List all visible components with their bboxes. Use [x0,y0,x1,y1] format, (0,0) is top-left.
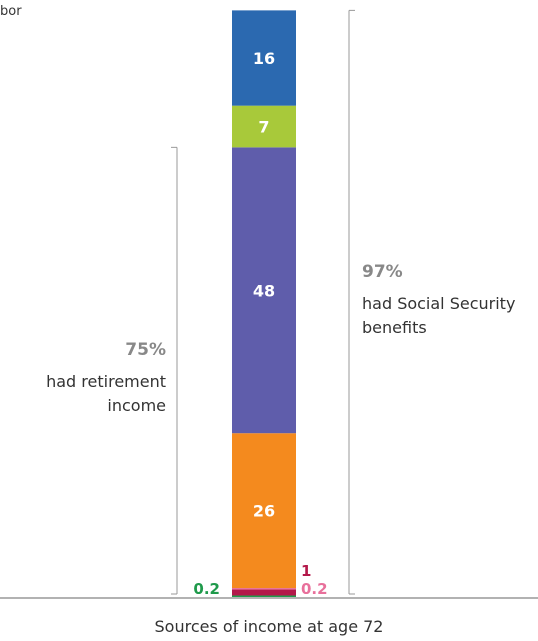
segment-label-0: 0.2 [193,580,220,598]
x-axis-label: Sources of income at age 72 [154,617,384,636]
bar-segment-2 [232,588,296,590]
brackets [171,9,355,595]
bar-segment-6 [232,10,296,106]
social-security-percent: 97% [362,262,403,282]
bar-segments [232,10,296,597]
bar-segment-1 [232,589,296,596]
segment-label-2: 0.2 [301,580,328,598]
bracket-left [171,146,178,595]
segment-label-5: 7 [258,118,269,137]
bar-segment-5 [232,105,296,148]
segment-label-3: 26 [253,502,275,521]
segment-label-4: 48 [253,281,275,300]
bar-segment-4 [232,147,296,434]
bracket-right [348,9,355,595]
retirement-income-note: had retirement income [46,372,166,415]
bar-segment-0 [232,595,296,597]
bar-segment-3 [232,433,296,589]
cropped-top-left-text: bor [0,4,22,19]
social-security-note: had Social Security benefits [362,294,516,337]
retirement-income-percent: 75% [125,340,166,360]
segment-label-6: 16 [253,49,275,68]
segment-label-1: 1 [301,562,311,580]
